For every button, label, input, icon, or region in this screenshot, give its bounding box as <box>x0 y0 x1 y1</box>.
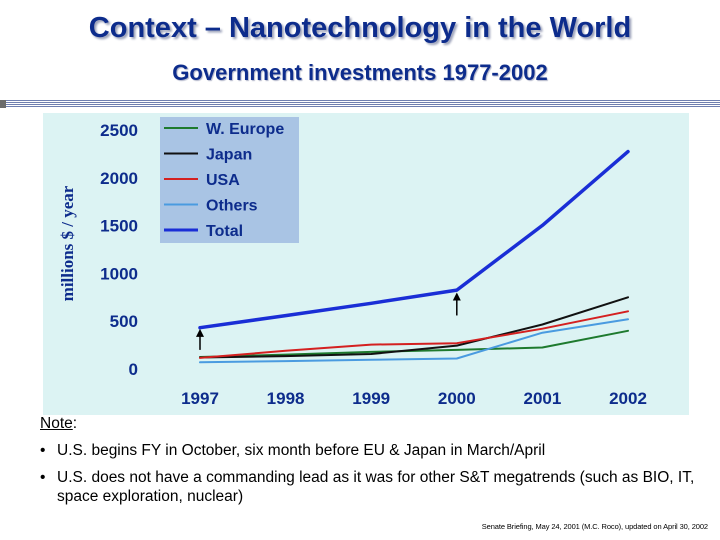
series-line-usa <box>199 310 629 359</box>
slide-title: Context – Nanotechnology in the World <box>88 12 632 44</box>
series-line-others <box>199 318 629 364</box>
y-tick-label: 1000 <box>100 264 138 283</box>
note-section: Note: • U.S. begins FY in October, six mo… <box>40 414 710 514</box>
series-line-japan <box>199 296 629 359</box>
x-tick-label: 2000 <box>438 389 476 408</box>
note-bullet-list: • U.S. begins FY in October, six month be… <box>40 441 710 506</box>
legend-label: W. Europe <box>206 121 284 138</box>
title-divider-accent <box>0 100 6 108</box>
slide-subtitle: Government investments 1977-2002 <box>172 60 548 85</box>
note-bullet-text: U.S. begins FY in October, six month bef… <box>57 442 546 459</box>
note-label-colon: : <box>72 415 78 432</box>
chart-background <box>43 113 689 415</box>
series-line-w-europe <box>199 329 629 358</box>
x-tick-label: 2001 <box>523 389 561 408</box>
y-tick-label: 500 <box>110 312 138 331</box>
x-tick-label: 1998 <box>267 389 305 408</box>
note-bullet-item: • U.S. begins FY in October, six month be… <box>40 441 710 460</box>
legend-label: Others <box>206 198 258 215</box>
annotation-arrow-head <box>196 328 204 337</box>
note-label: Note <box>40 415 73 432</box>
x-tick-label: 1997 <box>181 389 219 408</box>
note-bullet-item: • U.S. does not have a commanding lead as… <box>40 468 710 506</box>
annotation-arrow-head <box>452 292 461 301</box>
title-divider <box>0 100 720 108</box>
investment-line-chart: millions $ / year 0 500 1000 1500 2000 2500 199… <box>43 113 689 415</box>
x-tick-label: 2002 <box>609 389 647 408</box>
bullet-glyph: • <box>40 442 46 459</box>
legend-label: USA <box>206 172 240 189</box>
series-line-total <box>198 149 630 330</box>
legend-label: Japan <box>206 147 252 164</box>
y-tick-label: 2500 <box>100 121 138 140</box>
note-bullet-text: U.S. does not have a commanding lead as … <box>57 469 695 505</box>
x-tick-label: 1999 <box>352 389 390 408</box>
footer-citation: Senate Briefing, May 24, 2001 (M.C. Roco… <box>481 522 708 531</box>
y-axis-title: millions $ / year <box>58 185 77 301</box>
y-tick-label: 1500 <box>100 217 138 236</box>
y-tick-label: 0 <box>129 360 138 379</box>
note-heading: Note: <box>40 414 710 433</box>
bullet-glyph: • <box>40 469 46 486</box>
legend-label: Total <box>206 223 243 240</box>
y-tick-label: 2000 <box>100 169 138 188</box>
